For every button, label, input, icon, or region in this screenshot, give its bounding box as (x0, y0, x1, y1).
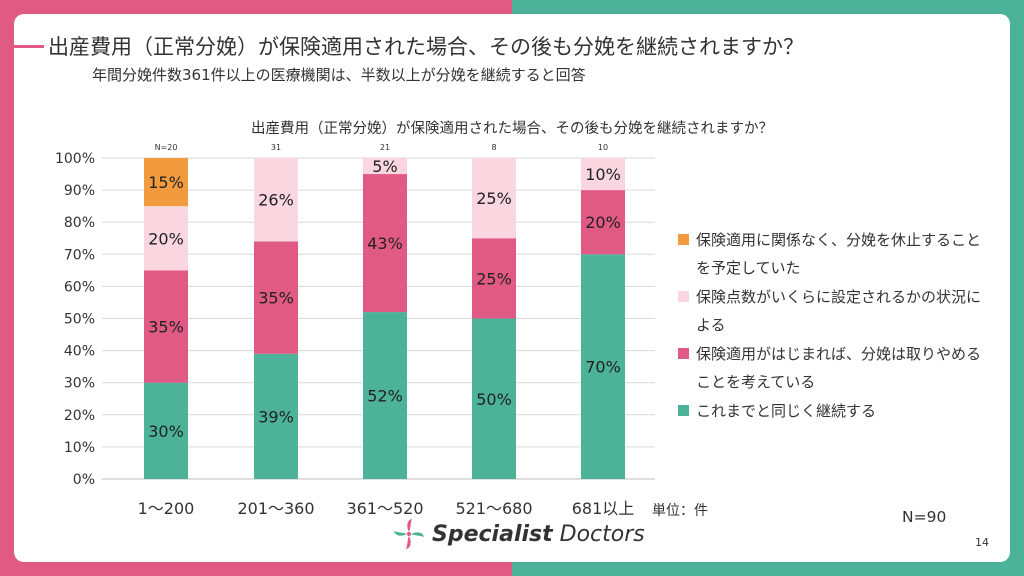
data-label: 39% (258, 407, 294, 426)
page-number: 14 (975, 536, 989, 549)
bar-segment (581, 190, 625, 255)
data-label: 52% (367, 387, 403, 406)
legend-item: 保険点数がいくらに設定されるかの状況による (676, 283, 986, 339)
bar-segment (363, 158, 407, 175)
legend-label: 保険点数がいくらに設定されるかの状況による (696, 288, 982, 334)
data-label: 25% (476, 189, 512, 208)
data-label: 30% (148, 422, 184, 441)
page-title: 出産費用（正常分娩）が保険適用された場合、その後も分娩を継続されますか？ (48, 35, 804, 59)
logo-icon (394, 519, 424, 549)
bar-segment (581, 158, 625, 191)
bar-segment (254, 353, 298, 479)
data-label: 26% (258, 191, 294, 210)
bar-segment (254, 158, 298, 242)
bar-segment (144, 158, 188, 207)
y-tick-label: 80% (64, 215, 95, 231)
logo-word-doctors: Doctors (559, 521, 645, 547)
legend-swatch (678, 234, 689, 245)
legend-item: 保険適用に関係なく、分娩を休止することを予定していた (676, 226, 986, 282)
x-tick-label: 201～360 (237, 499, 314, 518)
bar-segment (472, 318, 516, 479)
data-label: 25% (476, 269, 512, 288)
data-label: 50% (476, 390, 512, 409)
bar-segment (581, 254, 625, 479)
title-accent-bar (14, 45, 44, 48)
data-label: 20% (585, 213, 621, 232)
bar-segment (144, 382, 188, 479)
x-tick-label: 1～200 (138, 499, 195, 518)
unit-label: 単位：件 (652, 503, 708, 519)
chart-legend: 保険適用に関係なく、分娩を休止することを予定していた 保険点数がいくらに設定される… (676, 226, 986, 426)
n-label: 8 (491, 143, 496, 152)
y-tick-label: 40% (64, 344, 95, 360)
legend-label: 保険適用がはじまれば、分娩は取りやめることを考えている (696, 345, 982, 391)
y-tick-label: 50% (64, 312, 95, 328)
bar-segment (363, 312, 407, 479)
x-tick-label: 521～680 (455, 499, 532, 518)
legend-item: これまでと同じく継続する (676, 397, 986, 425)
data-label: 35% (148, 318, 184, 337)
data-label: 15% (148, 173, 184, 192)
data-label: 20% (148, 229, 184, 248)
bar-segment (254, 241, 298, 354)
data-label: 70% (585, 358, 621, 377)
y-tick-label: 0% (73, 472, 95, 488)
data-label: 10% (585, 165, 621, 184)
x-tick-label: 681以上 (572, 499, 635, 518)
legend-swatch (678, 405, 689, 416)
data-label: 43% (367, 234, 403, 253)
n-label: 10 (598, 143, 608, 152)
y-tick-label: 90% (64, 183, 95, 199)
logo-wordmark: Specialist Doctors (432, 522, 645, 547)
y-tick-label: 100% (55, 151, 95, 167)
n-label: 21 (380, 143, 390, 152)
legend-label: 保険適用に関係なく、分娩を休止することを予定していた (696, 231, 982, 277)
bar-segment (363, 174, 407, 313)
logo-word-specialist: Specialist (432, 521, 553, 547)
page-subtitle: 年間分娩件数361件以上の医療機関は、半数以上が分娩を継続すると回答 (92, 66, 586, 84)
data-label: 35% (258, 289, 294, 308)
data-label: 5% (372, 157, 397, 176)
logo: Specialist Doctors (392, 516, 645, 552)
legend-swatch (678, 291, 689, 302)
total-n-label: N=90 (902, 508, 947, 526)
y-tick-label: 60% (64, 279, 95, 295)
n-label: N=20 (155, 143, 178, 152)
y-tick-label: 30% (64, 376, 95, 392)
legend-label: これまでと同じく継続する (696, 402, 877, 420)
x-tick-label: 361～520 (346, 499, 423, 518)
bar-segment (144, 206, 188, 271)
bar-segment (472, 238, 516, 319)
n-label: 31 (271, 143, 281, 152)
y-tick-label: 70% (64, 247, 95, 263)
bar-segment (144, 270, 188, 383)
y-tick-label: 20% (64, 408, 95, 424)
bar-segment (472, 158, 516, 239)
y-tick-label: 10% (64, 440, 95, 456)
legend-item: 保険適用がはじまれば、分娩は取りやめることを考えている (676, 340, 986, 396)
legend-swatch (678, 348, 689, 359)
chart-title: 出産費用（正常分娩）が保険適用された場合、その後も分娩を継続されますか？ (251, 121, 773, 137)
